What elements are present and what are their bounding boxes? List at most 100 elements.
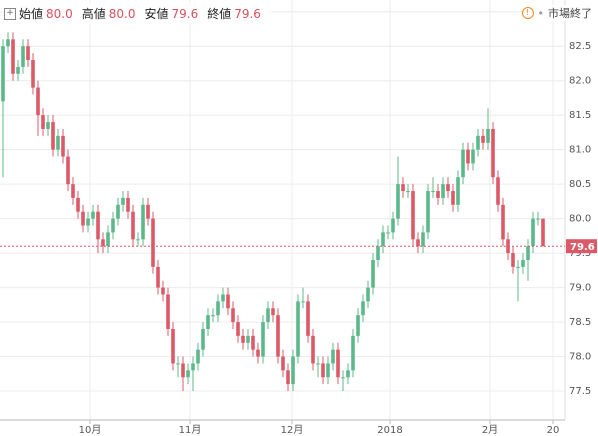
candle-body bbox=[301, 301, 305, 303]
candle-body bbox=[166, 294, 170, 329]
candle-body bbox=[536, 218, 540, 220]
candle-body bbox=[331, 349, 335, 364]
y-tick-label: 82.0 bbox=[569, 76, 591, 87]
candle-body bbox=[291, 356, 295, 385]
candle-body bbox=[351, 335, 355, 371]
y-tick-label: 79.5 bbox=[569, 248, 591, 259]
candle-body bbox=[16, 66, 20, 74]
candle-body bbox=[361, 301, 365, 316]
y-tick-label: 77.5 bbox=[569, 386, 591, 397]
candle-body bbox=[306, 301, 310, 336]
candle-body bbox=[136, 239, 140, 241]
candle-body bbox=[531, 218, 535, 247]
candle-body bbox=[386, 232, 390, 234]
candle-body bbox=[486, 128, 490, 143]
candle-body bbox=[201, 328, 205, 350]
candle-body bbox=[396, 184, 400, 219]
y-tick-label: 78.5 bbox=[569, 317, 591, 328]
y-tick-label: 82.5 bbox=[569, 41, 591, 52]
candle-body bbox=[411, 191, 415, 240]
candle-body bbox=[61, 135, 65, 157]
candle-body bbox=[156, 266, 160, 288]
y-tick-label: 80.0 bbox=[569, 214, 591, 225]
candle-body bbox=[421, 232, 425, 247]
candle-body bbox=[266, 308, 270, 323]
candle-body bbox=[126, 197, 130, 212]
candle-body bbox=[1, 46, 5, 102]
candle-body bbox=[371, 260, 375, 288]
candle-body bbox=[96, 211, 100, 240]
x-tick-label: 11月 bbox=[179, 424, 202, 436]
candle-body bbox=[76, 197, 80, 212]
candle-body bbox=[161, 287, 165, 295]
candle-body bbox=[71, 184, 75, 198]
candle-body bbox=[31, 60, 35, 88]
candle-body bbox=[236, 322, 240, 336]
warning-icon: ! bbox=[521, 7, 534, 19]
y-tick-label: 79.0 bbox=[569, 283, 591, 294]
candle-body bbox=[461, 149, 465, 178]
open-value: 80.0 bbox=[46, 6, 73, 21]
candle-body bbox=[326, 363, 330, 378]
candle-body bbox=[451, 191, 455, 205]
close-label: 終値 bbox=[207, 7, 232, 21]
candle-body bbox=[356, 315, 360, 336]
candle-body bbox=[11, 39, 15, 74]
high-label: 高値 bbox=[81, 7, 106, 21]
candle-body bbox=[376, 246, 380, 260]
candle-body bbox=[26, 46, 30, 60]
candle-body bbox=[211, 315, 215, 317]
candle-body bbox=[221, 294, 225, 302]
candle-body bbox=[36, 87, 40, 116]
candle-body bbox=[441, 184, 445, 198]
candle-body bbox=[241, 335, 245, 343]
candle-body bbox=[281, 356, 285, 371]
candle-body bbox=[511, 253, 515, 267]
candle-body bbox=[501, 204, 505, 240]
candle-body bbox=[151, 218, 155, 267]
candle-body bbox=[496, 177, 500, 205]
candle-body bbox=[111, 218, 115, 233]
candle-body bbox=[66, 156, 70, 185]
candle-body bbox=[456, 177, 460, 205]
last-price-box bbox=[566, 239, 597, 254]
candle-body bbox=[86, 218, 90, 226]
candle-body bbox=[491, 128, 495, 178]
x-tick-label: 12月 bbox=[281, 424, 304, 436]
candle-body bbox=[141, 204, 145, 240]
candle-body bbox=[481, 135, 485, 143]
low-value: 79.6 bbox=[171, 6, 199, 21]
candle-body bbox=[276, 315, 280, 357]
candle-body bbox=[186, 370, 190, 378]
candle-body bbox=[116, 204, 120, 219]
candle-body bbox=[101, 239, 105, 247]
candle-body bbox=[366, 287, 370, 302]
candle-body bbox=[476, 135, 480, 150]
candle-body bbox=[541, 218, 545, 247]
ohlc-header: + 始値 80.0 高値 80.0 安値 79.6 終値 79.6 bbox=[4, 3, 271, 24]
y-tick-label: 80.5 bbox=[569, 179, 591, 190]
status-text: 市場終了 bbox=[548, 7, 592, 20]
candle-body bbox=[466, 149, 470, 164]
expand-icon[interactable]: + bbox=[4, 7, 16, 20]
candle-body bbox=[271, 308, 275, 316]
candle-body bbox=[431, 191, 435, 193]
candle-body bbox=[286, 370, 290, 385]
candle-body bbox=[56, 135, 60, 150]
candle-body bbox=[106, 232, 110, 247]
y-tick-label: 78.0 bbox=[569, 352, 591, 363]
candle-body bbox=[526, 246, 530, 260]
candle-body bbox=[146, 204, 150, 219]
candle-body bbox=[336, 349, 340, 378]
candle-body bbox=[226, 294, 230, 309]
candle-body bbox=[191, 363, 195, 371]
high-value: 80.0 bbox=[108, 6, 136, 21]
candle-body bbox=[261, 322, 265, 357]
last-price-label: 79.6 bbox=[570, 242, 595, 253]
candle-body bbox=[231, 308, 235, 323]
candle-body bbox=[321, 363, 325, 378]
low-label: 安値 bbox=[144, 7, 169, 21]
candle-body bbox=[391, 218, 395, 233]
